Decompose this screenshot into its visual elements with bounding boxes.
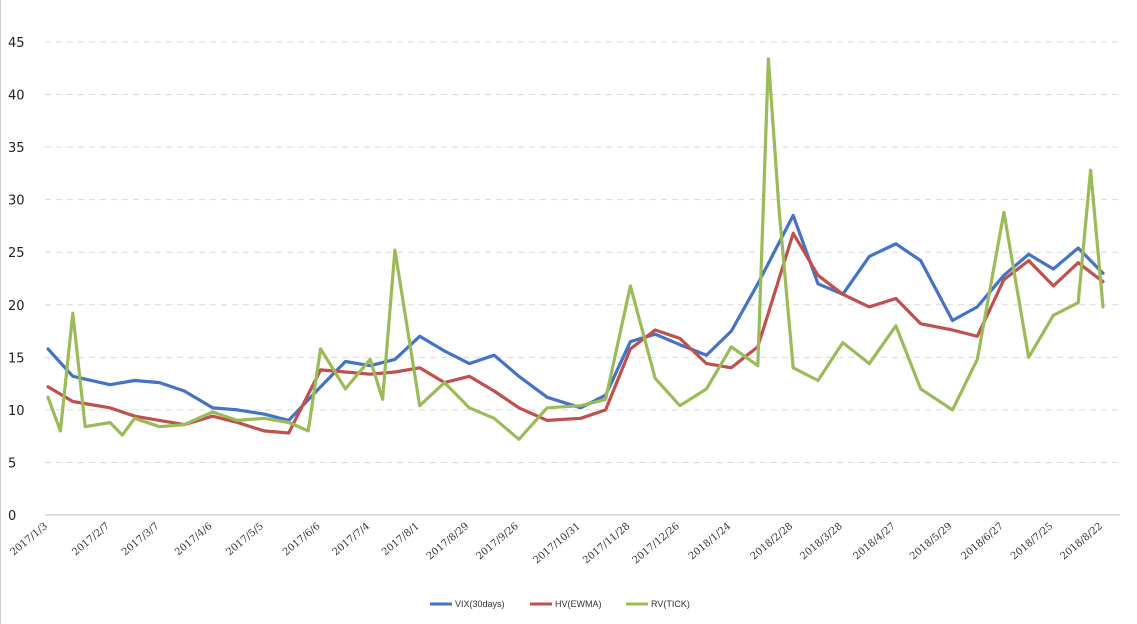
x-tick-label: 2017/12/26 (631, 521, 682, 566)
x-tick-label: 2017/6/6 (281, 521, 322, 558)
legend: VIX(30days) HV(EWMA) RV(TICK) (430, 599, 690, 609)
series-line-0 (46, 213, 1105, 422)
x-tick-label: 2017/8/29 (425, 521, 471, 562)
x-tick-label: 2018/6/27 (959, 521, 1005, 562)
gridlines (45, 41, 1120, 516)
legend-label-1: HV(EWMA) (555, 599, 602, 609)
x-tick-label: 2017/2/7 (70, 521, 111, 558)
x-tick-label: 2017/11/28 (581, 521, 632, 566)
x-tick-label: 2018/3/28 (798, 521, 844, 562)
x-tick-label: 2017/4/6 (173, 521, 214, 558)
x-tick-label: 2017/10/31 (532, 521, 583, 566)
y-tick-label: 40 (8, 89, 25, 104)
x-tick-label: 2017/9/26 (474, 521, 520, 562)
x-tick-label: 2018/4/27 (851, 521, 897, 562)
series-lines (46, 57, 1105, 441)
x-tick-label: 2017/1/3 (8, 521, 49, 558)
x-axis-ticks: 2017/1/3 2017/2/7 2017/3/7 2017/4/6 2017/5/5… (8, 521, 1104, 566)
x-tick-label: 2018/2/28 (749, 521, 795, 562)
x-tick-label: 2017/8/1 (380, 521, 421, 558)
y-tick-label: 5 (8, 456, 16, 471)
x-tick-label: 2018/8/22 (1059, 521, 1105, 562)
y-tick-label: 20 (8, 299, 25, 314)
y-tick-label: 35 (8, 141, 25, 156)
x-tick-label: 2018/1/24 (687, 521, 733, 562)
x-tick-label: 2018/5/29 (908, 521, 954, 562)
y-tick-label: 15 (8, 351, 25, 366)
x-tick-label: 2017/7/4 (331, 521, 372, 558)
y-tick-label: 25 (8, 246, 25, 261)
legend-label-2: RV(TICK) (651, 599, 690, 609)
y-axis-ticks: 0 5 10 15 20 25 30 35 40 45 (8, 36, 25, 524)
series-line-2 (46, 57, 1105, 441)
x-tick-label: 2018/7/25 (1009, 521, 1055, 562)
legend-label-0: VIX(30days) (455, 599, 505, 609)
left-border (0, 0, 1, 624)
y-tick-label: 10 (8, 404, 25, 419)
y-tick-label: 30 (8, 194, 25, 209)
series-line-1 (46, 231, 1105, 435)
y-tick-label: 45 (8, 36, 25, 51)
x-tick-label: 2017/3/7 (120, 521, 161, 558)
y-tick-label: 0 (8, 509, 16, 524)
x-tick-label: 2017/5/5 (224, 521, 265, 558)
